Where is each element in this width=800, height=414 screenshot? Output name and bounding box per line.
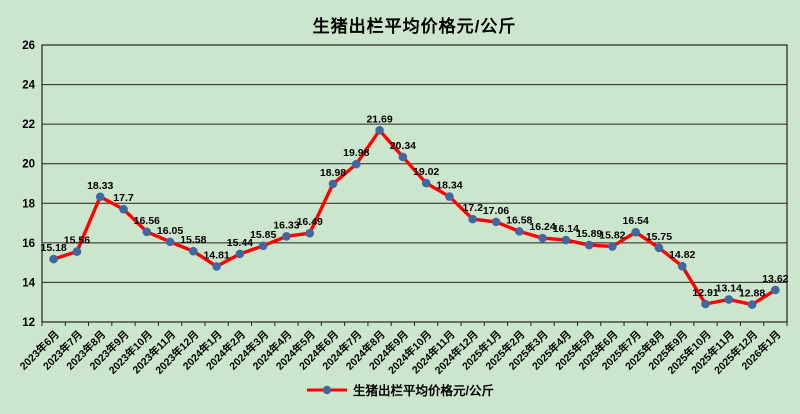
data-point[interactable] (724, 295, 734, 304)
data-point[interactable] (212, 262, 221, 271)
data-point[interactable] (584, 240, 594, 250)
data-label: 15.44 (227, 237, 253, 249)
data-label: 18.34 (436, 180, 462, 192)
data-label: 13.14 (716, 282, 742, 294)
data-label: 15.85 (250, 229, 276, 241)
data-point[interactable] (305, 228, 315, 238)
data-point[interactable] (398, 152, 408, 162)
data-label: 16.56 (134, 215, 160, 227)
legend-label: 生猪出栏平均价格元/公斤 (353, 384, 494, 398)
data-point[interactable] (631, 227, 640, 237)
data-point[interactable] (608, 242, 617, 251)
data-point[interactable] (677, 261, 687, 271)
data-point[interactable] (49, 254, 58, 264)
y-tick-label: 26 (22, 40, 35, 52)
data-point[interactable] (538, 233, 547, 243)
data-label: 17.2 (462, 202, 483, 214)
data-label: 16.05 (157, 225, 183, 237)
data-label: 18.98 (320, 167, 346, 179)
data-point[interactable] (119, 204, 128, 214)
chart-title: 生猪出栏平均价格元/公斤 (312, 17, 517, 36)
data-label: 14.82 (669, 249, 695, 261)
data-point[interactable] (468, 214, 478, 224)
data-label: 16.49 (297, 216, 323, 228)
data-label: 12.88 (739, 288, 765, 300)
data-label: 17.06 (483, 205, 509, 217)
data-point[interactable] (514, 227, 524, 236)
data-point[interactable] (771, 285, 780, 295)
data-point[interactable] (72, 247, 82, 256)
data-label: 16.33 (273, 219, 299, 231)
data-label: 14.81 (203, 249, 229, 261)
data-label: 18.33 (87, 180, 113, 192)
price-line[interactable] (51, 128, 778, 307)
data-point[interactable] (189, 246, 198, 256)
data-point[interactable] (258, 241, 268, 251)
data-label: 15.82 (599, 229, 625, 241)
data-point[interactable] (142, 227, 152, 237)
data-label: 16.58 (506, 214, 532, 226)
data-label: 21.69 (366, 113, 392, 125)
data-label: 19.02 (413, 166, 439, 178)
data-label: 17.7 (113, 192, 134, 204)
data-point[interactable] (491, 217, 501, 227)
legend-marker-icon (307, 385, 347, 394)
data-label: 15.89 (576, 228, 602, 240)
data-label: 15.56 (64, 235, 90, 247)
data-point[interactable] (165, 237, 175, 247)
data-point[interactable] (95, 192, 105, 202)
y-tick-label: 16 (22, 238, 35, 250)
data-point[interactable] (375, 125, 384, 135)
data-point[interactable] (328, 179, 338, 189)
data-label: 16.54 (623, 215, 649, 227)
plot-border (41, 44, 788, 323)
data-label: 15.75 (646, 231, 672, 243)
chart-legend: 生猪出栏平均价格元/公斤 (0, 380, 800, 399)
y-tick-label: 22 (22, 119, 35, 131)
data-point[interactable] (654, 243, 664, 253)
data-label: 16.14 (553, 223, 579, 235)
data-point[interactable] (235, 249, 245, 259)
data-point[interactable] (701, 299, 710, 309)
data-label: 12.91 (692, 287, 718, 299)
data-label: 16.24 (529, 221, 555, 233)
y-tick-label: 14 (22, 277, 35, 289)
data-point[interactable] (445, 192, 454, 201)
data-point[interactable] (282, 232, 291, 241)
data-label: 20.34 (390, 140, 416, 152)
data-label: 13.62 (762, 273, 788, 285)
y-tick-label: 24 (22, 80, 35, 92)
data-label: 19.98 (343, 147, 369, 159)
data-point[interactable] (351, 159, 361, 169)
data-label: 15.58 (180, 234, 206, 246)
y-tick-label: 12 (22, 317, 35, 329)
y-tick-label: 18 (22, 198, 35, 210)
y-tick-label: 20 (22, 159, 35, 171)
data-label: 15.18 (41, 242, 67, 254)
data-point[interactable] (747, 300, 757, 309)
data-point[interactable] (561, 235, 571, 245)
data-point[interactable] (421, 178, 431, 188)
